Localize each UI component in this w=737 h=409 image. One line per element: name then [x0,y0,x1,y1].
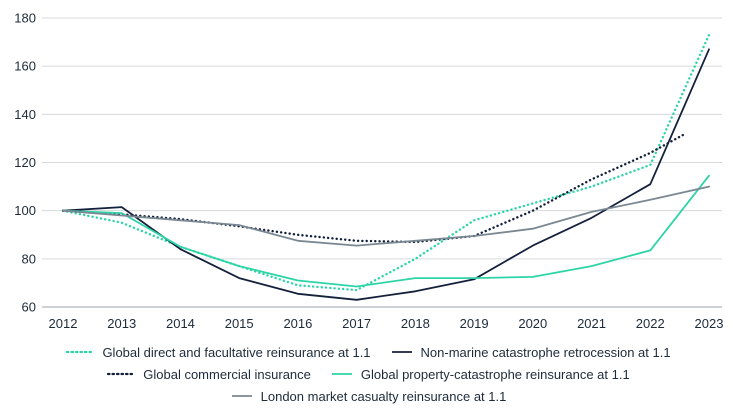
y-tick-label: 160 [14,59,36,74]
legend-row-2: Global commercial insurance Global prope… [0,363,737,385]
legend-swatch-london-casualty [231,395,252,397]
legend-item-direct-facultative: Global direct and facultative reinsuranc… [66,344,371,360]
legend-item-property-cat: Global property-catastrophe reinsurance … [331,367,630,382]
y-tick-label: 120 [14,155,36,170]
x-tick-label: 2016 [283,316,312,331]
legend-item-london-casualty: London market casualty reinsurance at 1.… [231,388,507,404]
x-tick-label: 2014 [166,316,195,331]
legend-swatch-global-commercial [107,372,136,376]
y-tick-label: 180 [14,11,36,26]
y-tick-label: 60 [22,300,36,315]
legend-row-3: London market casualty reinsurance at 1.… [0,385,737,407]
x-tick-label: 2013 [107,316,136,331]
series-lines [61,33,711,301]
legend-label: London market casualty reinsurance at 1.… [260,388,507,404]
x-axis: 2012 2013 2014 2015 2016 2017 2018 2019 2020 2021… [49,316,724,331]
grid-lines [42,17,722,308]
x-tick-label: 2018 [401,316,430,331]
x-tick-label: 2023 [695,316,724,331]
x-tick-label: 2017 [342,316,371,331]
legend-swatch-property-cat [331,373,352,375]
legend: Global direct and facultative reinsuranc… [0,341,737,407]
series-line-3 [62,174,710,288]
legend-item-global-commercial: Global commercial insurance [107,367,311,382]
x-tick-label: 2021 [577,316,606,331]
y-tick-label: 80 [22,251,36,266]
legend-swatch-non-marine-cat-retro [391,351,412,353]
series-line-1 [62,48,710,301]
x-tick-label: 2012 [49,316,78,331]
y-tick-label: 140 [14,107,36,122]
legend-item-non-marine-cat-retro: Non-marine catastrophe retrocession at 1… [391,345,671,360]
series-line-4 [62,185,710,247]
legend-label: Global commercial insurance [143,366,311,382]
x-tick-label: 2022 [636,316,665,331]
legend-swatch-direct-facultative [66,350,95,354]
x-tick-label: 2020 [518,316,547,331]
y-tick-label: 100 [14,203,36,218]
series-line-2 [61,132,687,244]
y-axis: 60 80 100 120 140 160 180 [14,11,36,315]
line-chart-plot: 60 80 100 120 140 160 180 2012 2013 2014 2015 2016… [14,11,724,332]
legend-label: Global property-catastrophe reinsurance … [360,366,630,382]
x-tick-label: 2015 [225,316,254,331]
legend-label: Non-marine catastrophe retrocession at 1… [420,344,671,360]
legend-row-1: Global direct and facultative reinsuranc… [0,341,737,363]
x-tick-label: 2019 [460,316,489,331]
legend-label: Global direct and facultative reinsuranc… [102,344,371,360]
